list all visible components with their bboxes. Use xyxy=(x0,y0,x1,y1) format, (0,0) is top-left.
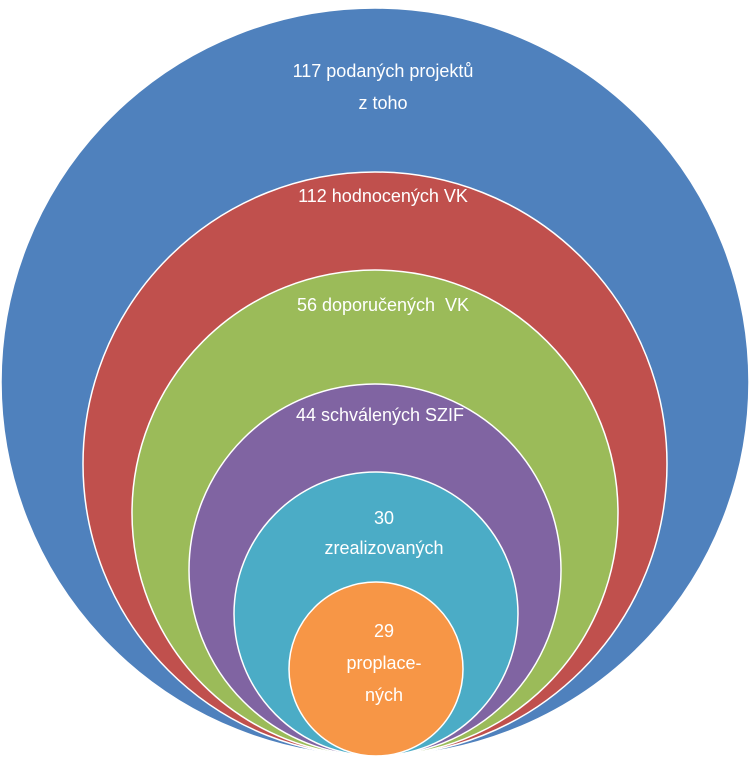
label: 56 doporučených VK xyxy=(297,295,469,315)
label: ných xyxy=(365,685,403,705)
circle xyxy=(288,581,464,757)
label: 30 xyxy=(374,508,394,528)
label: 112 hodnocených VK xyxy=(298,186,468,206)
label: z toho xyxy=(358,93,407,113)
label: 29 xyxy=(374,621,394,641)
label: proplace- xyxy=(346,653,421,673)
label: zrealizovaných xyxy=(324,538,443,558)
label: 44 schválených SZIF xyxy=(296,405,464,425)
label: 117 podaných projektů xyxy=(293,61,474,81)
